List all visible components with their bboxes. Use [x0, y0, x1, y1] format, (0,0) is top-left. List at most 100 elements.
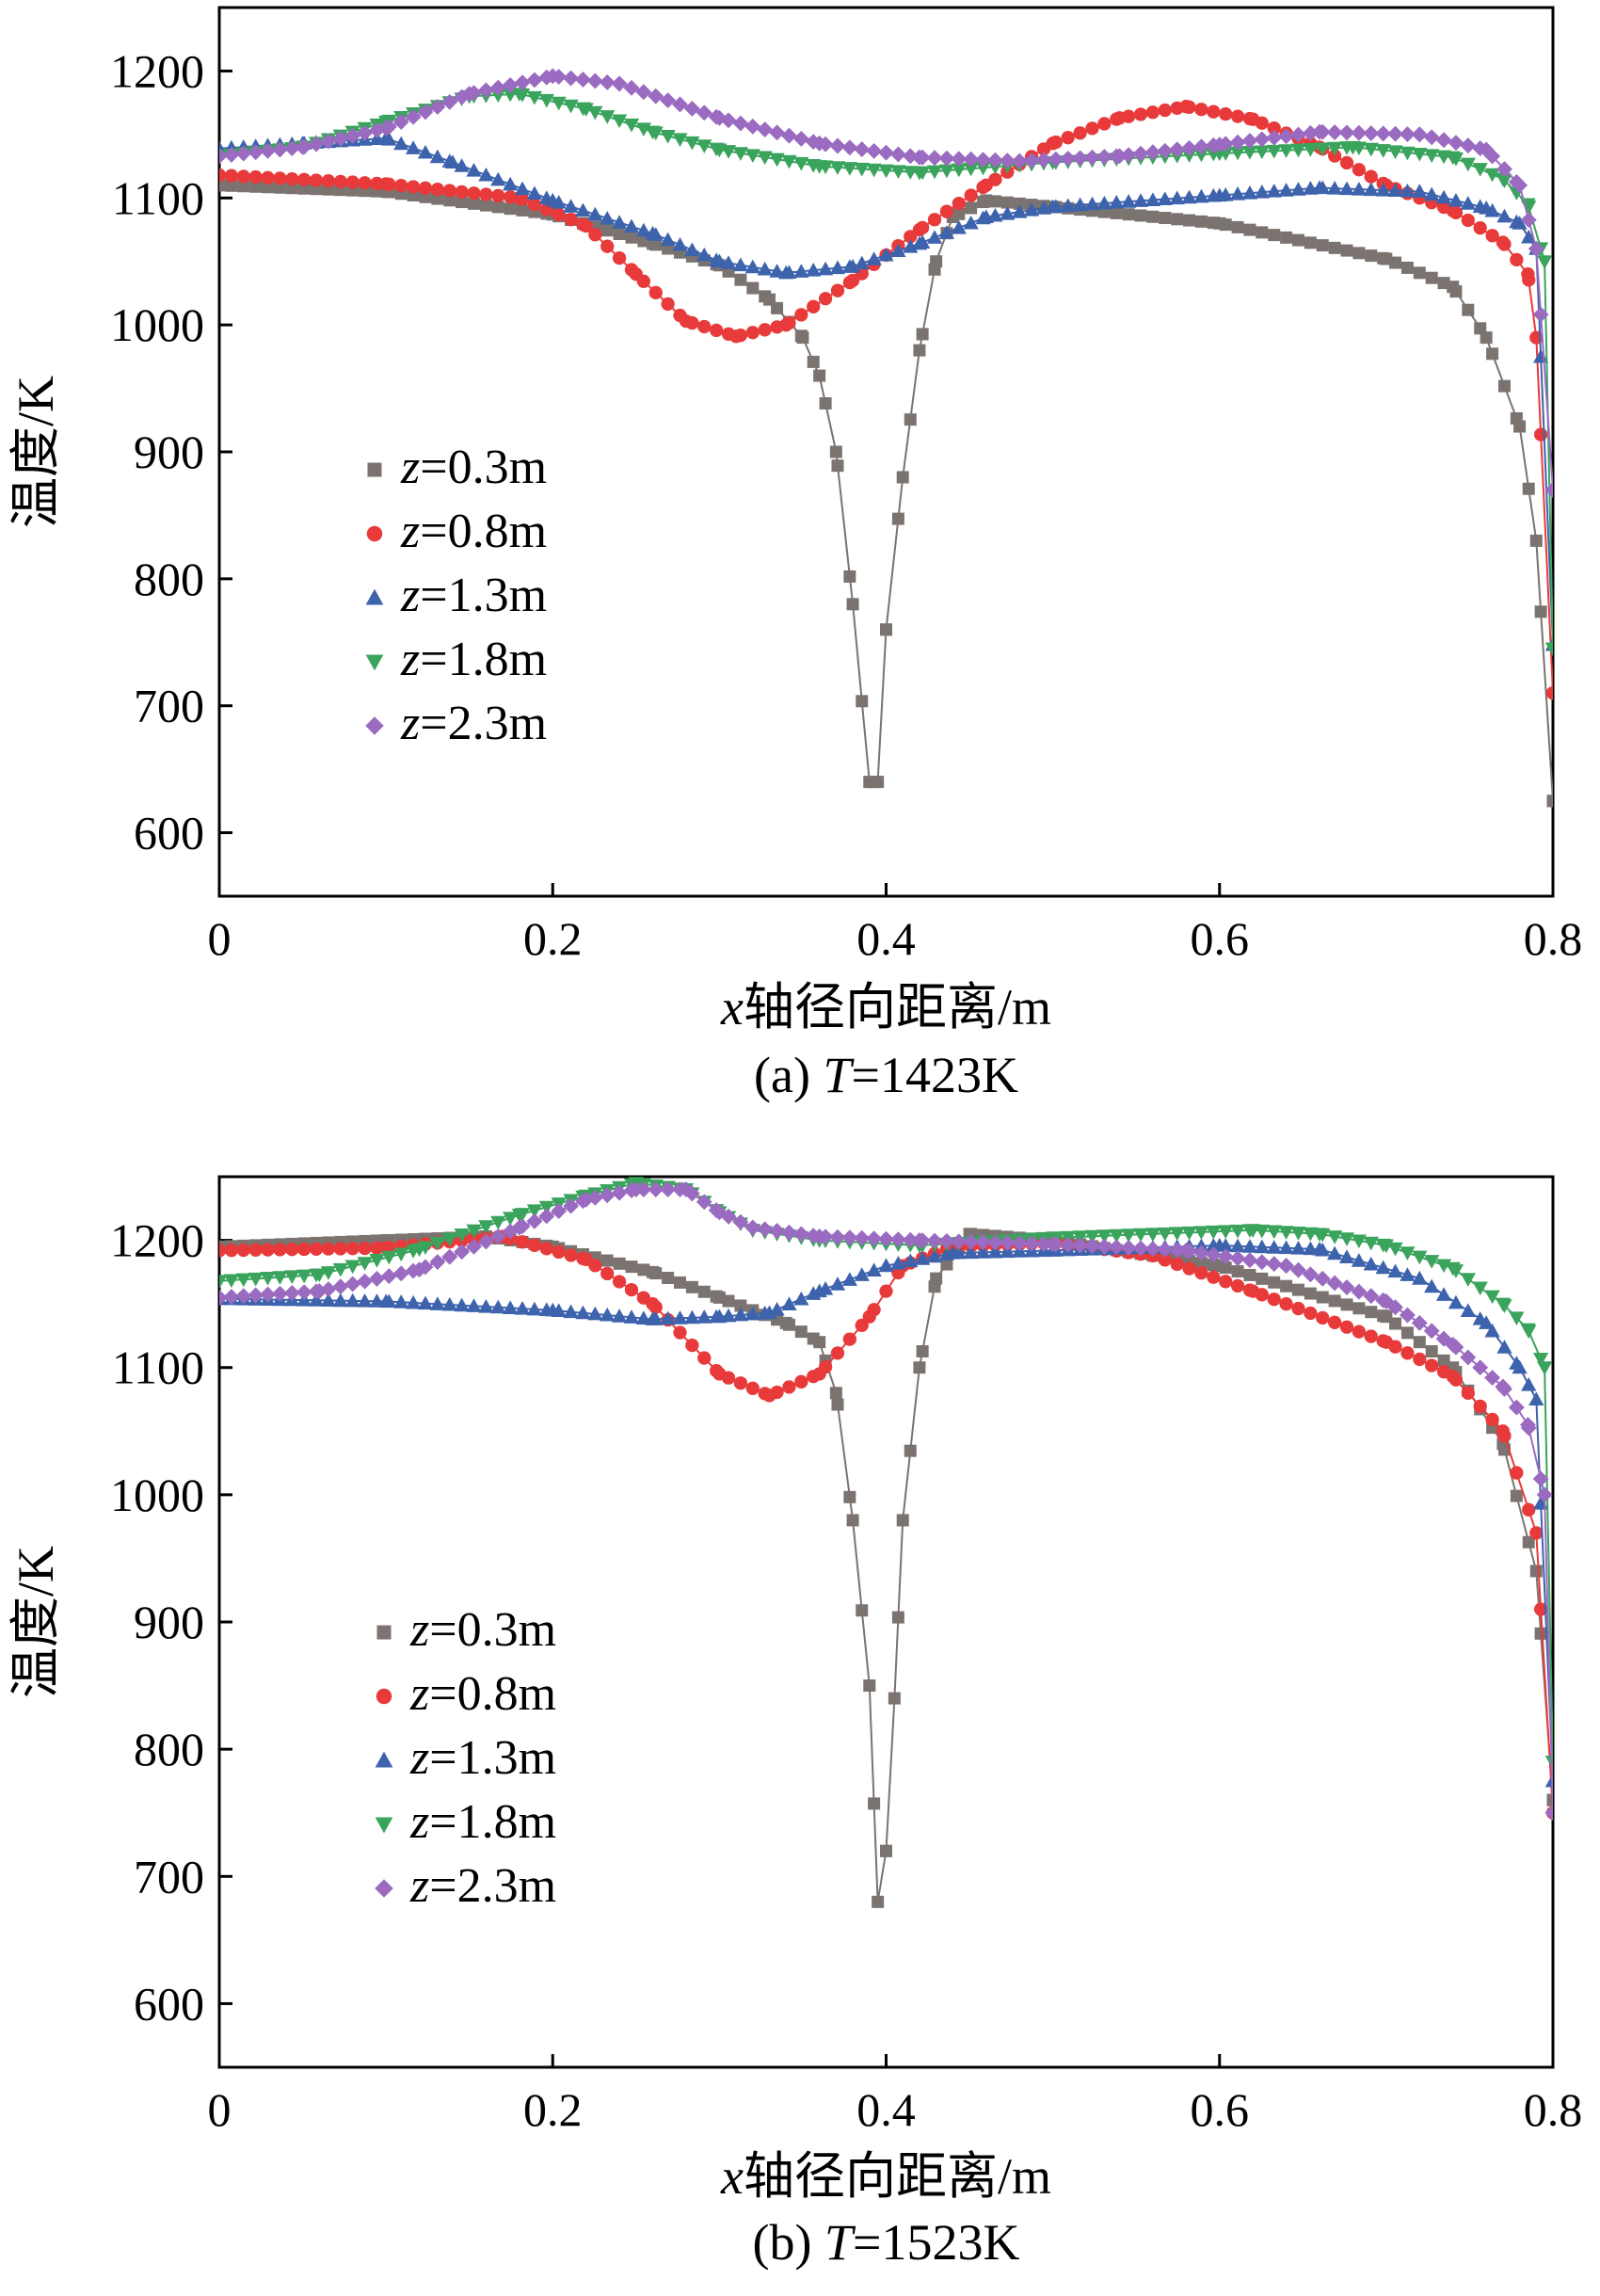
data-point [219, 1244, 227, 1258]
data-point [1241, 133, 1258, 150]
x-axis-title-rest: 轴径向距离/m [744, 979, 1051, 1036]
data-point [461, 86, 478, 103]
data-point [1169, 1227, 1185, 1241]
data-point [696, 104, 712, 121]
data-point [1268, 1276, 1281, 1289]
legend-entry: z=0.8m [409, 1667, 556, 1721]
data-point [1400, 261, 1414, 274]
data-point [1460, 1349, 1477, 1366]
data-point [1169, 1242, 1186, 1259]
y-axis-title: 温度/K [8, 1546, 64, 1698]
data-point [793, 156, 809, 171]
data-point [1229, 1238, 1246, 1253]
data-point [912, 222, 927, 237]
data-point [1278, 1226, 1294, 1240]
data-point [538, 1200, 554, 1215]
data-point [1496, 208, 1512, 223]
data-point [308, 1293, 325, 1307]
data-point [511, 1209, 527, 1223]
data-point [1158, 1253, 1172, 1267]
data-point [489, 79, 506, 96]
data-point [628, 1181, 645, 1197]
data-point [1460, 137, 1477, 154]
data-point [613, 1257, 626, 1270]
data-point [1112, 148, 1128, 165]
data-point [478, 167, 494, 182]
data-point [1522, 1535, 1535, 1549]
data-point [344, 1260, 360, 1275]
data-point [793, 1291, 809, 1306]
data-point [283, 140, 300, 156]
data-point [223, 1274, 240, 1289]
y-tick-label: 800 [134, 1723, 204, 1775]
data-point [1046, 136, 1060, 151]
data-point [1314, 1270, 1331, 1287]
data-point [951, 151, 968, 168]
data-point [369, 1253, 385, 1268]
legend-var: z [409, 1667, 429, 1721]
data-point [866, 142, 883, 159]
legend-entry: z=1.8m [400, 633, 547, 686]
data-point [1413, 1352, 1427, 1367]
data-point [1245, 1224, 1261, 1238]
data-point [611, 114, 628, 129]
data-point [1351, 181, 1368, 196]
data-point [1144, 144, 1161, 161]
data-point [1462, 303, 1475, 316]
data-point [357, 1293, 373, 1308]
data-point [224, 169, 239, 183]
data-point [945, 1244, 961, 1260]
data-point [1206, 1225, 1222, 1240]
data-point [889, 146, 906, 163]
data-point [732, 1307, 749, 1322]
data-point [1351, 1253, 1368, 1267]
data-point [841, 1272, 857, 1286]
data-point [1290, 1261, 1306, 1278]
data-point [1132, 1240, 1149, 1257]
data-point [600, 1307, 616, 1322]
data-point [273, 171, 287, 185]
data-point [1278, 144, 1294, 158]
data-point [829, 161, 846, 175]
data-point [575, 202, 591, 217]
data-point [511, 88, 527, 102]
data-point [672, 133, 688, 148]
x-tick-label: 0.6 [1191, 912, 1250, 965]
data-point [813, 1336, 826, 1349]
data-point [248, 1287, 264, 1304]
data-point [1528, 1391, 1544, 1405]
data-point [780, 127, 797, 144]
data-point [872, 1895, 885, 1908]
data-point [856, 1604, 869, 1617]
data-point [1278, 183, 1294, 197]
legend-entry: z=1.8m [409, 1795, 556, 1849]
data-point [502, 1223, 519, 1240]
data-point [1278, 128, 1295, 145]
data-point [1365, 1306, 1378, 1319]
data-point [600, 224, 614, 237]
data-point [904, 413, 917, 426]
data-point [1479, 200, 1495, 215]
data-point [309, 1242, 324, 1256]
panel-caption: (b) T=1523K [753, 2214, 1020, 2271]
data-point [1241, 146, 1258, 160]
data-point [454, 158, 470, 172]
data-point [1278, 1258, 1295, 1275]
data-point [526, 1212, 543, 1229]
data-point [504, 202, 517, 216]
data-point [551, 1203, 568, 1219]
data-point [237, 180, 250, 193]
data-point [1411, 126, 1428, 143]
data-point [235, 145, 252, 162]
x-axis-title-var: x [720, 979, 744, 1036]
data-point [405, 108, 422, 125]
data-point [563, 1197, 580, 1214]
data-point [904, 230, 918, 244]
data-point [661, 297, 675, 312]
data-point [441, 1232, 457, 1247]
data-point [880, 623, 892, 636]
data-point [846, 598, 859, 611]
data-point [782, 1380, 796, 1394]
data-point [862, 1309, 876, 1324]
legend-marker [366, 525, 383, 542]
